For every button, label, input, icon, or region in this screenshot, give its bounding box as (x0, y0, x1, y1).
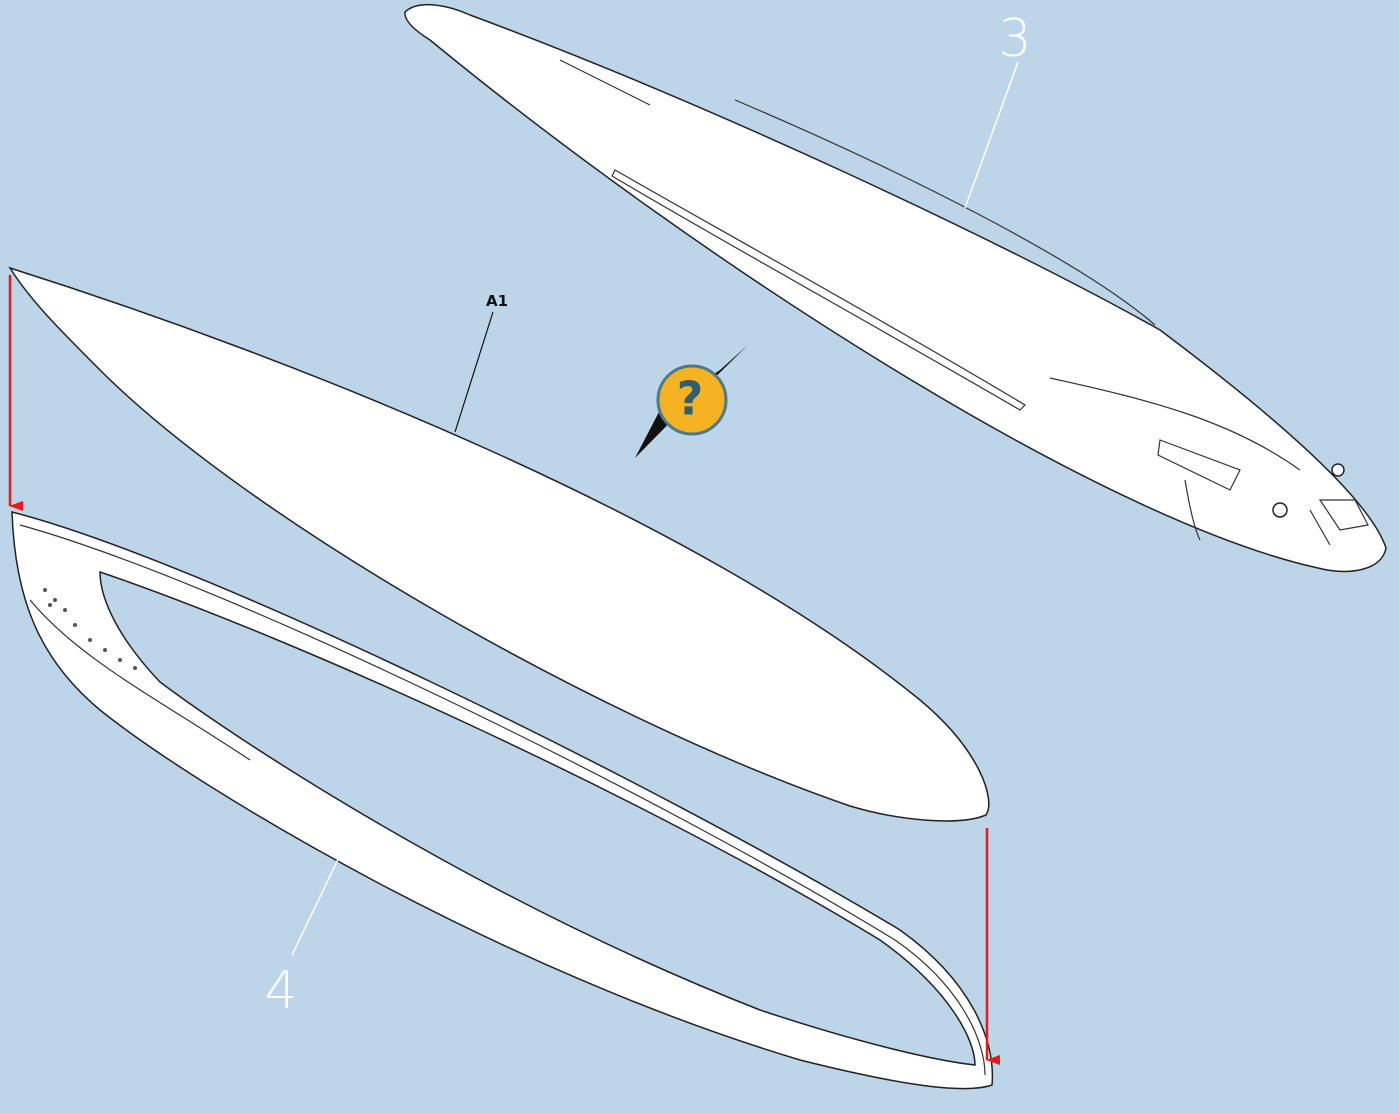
part-number: 4 (264, 961, 297, 1021)
icon-symbol: ? (677, 372, 704, 426)
part-number: 3 (998, 9, 1031, 69)
assembly-diagram: 3 A1 4 ? (0, 0, 1399, 1113)
part-code: A1 (486, 292, 508, 310)
page: 3 A1 4 ? (() => { const data = JSON.pars… (0, 0, 1399, 1113)
